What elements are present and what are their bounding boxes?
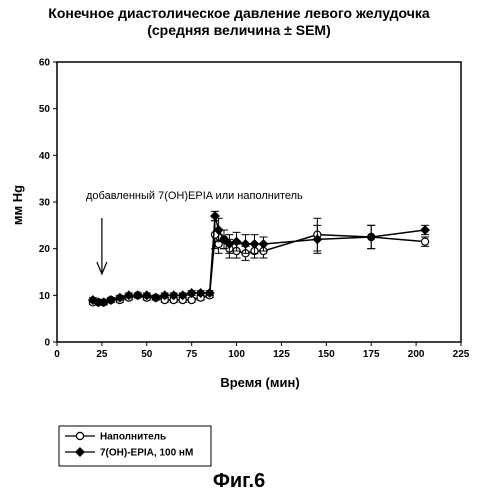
data-point-filled xyxy=(151,293,160,302)
x-axis-label: Время (мин) xyxy=(220,375,299,390)
chart-canvas: 0 10 20 30 40 50 60 0 25 50 75 100 125 150 175 200 225 м… xyxy=(0,0,478,470)
data-point-filled xyxy=(250,240,259,249)
chart-ticks: 0 10 20 30 40 50 60 0 25 50 75 100 125 150 175 200 225 xyxy=(39,58,470,361)
y-tick-label: 30 xyxy=(39,198,51,209)
legend-label: Наполнитель xyxy=(100,432,166,443)
annotation-text: добавленный 7(OH)EPIA или наполнитель xyxy=(86,190,303,202)
data-point-filled xyxy=(259,240,268,249)
series-line xyxy=(93,235,425,303)
data-point-filled xyxy=(421,226,430,235)
data-point-filled xyxy=(367,233,376,242)
y-tick-label: 50 xyxy=(39,104,51,115)
legend-label: 7(OH)-EPIA, 100 нМ xyxy=(100,448,193,459)
data-point-filled xyxy=(133,291,142,300)
x-tick-label: 200 xyxy=(408,349,425,360)
data-point-filled xyxy=(187,289,196,298)
series-2 xyxy=(89,211,430,306)
data-point-open xyxy=(421,238,428,245)
y-tick-label: 40 xyxy=(39,151,51,162)
x-tick-label: 75 xyxy=(186,349,198,360)
data-point-filled xyxy=(211,212,220,221)
x-tick-label: 50 xyxy=(141,349,153,360)
x-tick-label: 100 xyxy=(228,349,245,360)
y-tick-label: 0 xyxy=(44,338,50,349)
data-point-filled xyxy=(241,240,250,249)
y-tick-label: 10 xyxy=(39,291,51,302)
chart-legend: Наполнитель 7(OH)-EPIA, 100 нМ xyxy=(59,426,211,466)
x-tick-label: 175 xyxy=(363,349,380,360)
x-tick-label: 225 xyxy=(453,349,470,360)
y-axis-label: мм Hg xyxy=(10,185,25,225)
y-tick-label: 60 xyxy=(39,58,51,69)
figure-caption: Фиг.6 xyxy=(0,470,478,493)
x-tick-label: 125 xyxy=(273,349,290,360)
series-line xyxy=(93,216,425,302)
y-tick-label: 20 xyxy=(39,244,51,255)
data-point-open xyxy=(76,432,83,439)
x-tick-label: 25 xyxy=(96,349,108,360)
chart-series xyxy=(89,211,430,306)
x-tick-label: 150 xyxy=(318,349,335,360)
x-tick-label: 0 xyxy=(54,349,60,360)
annotation-arrow xyxy=(97,218,107,274)
